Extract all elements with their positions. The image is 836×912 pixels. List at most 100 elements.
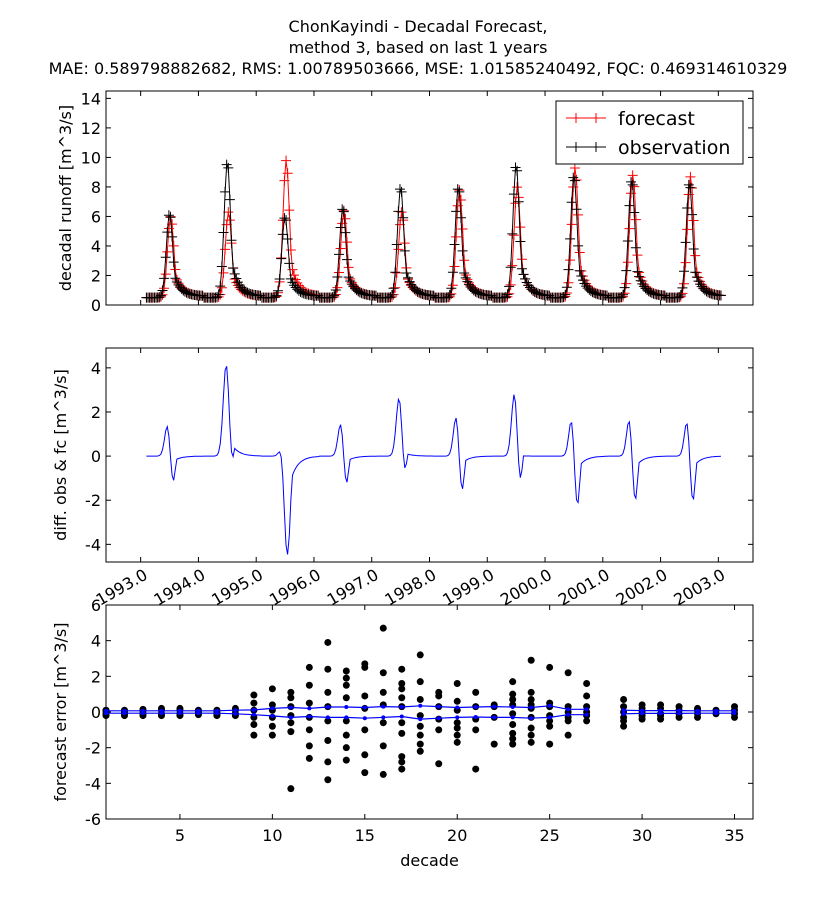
error-point [509, 735, 517, 743]
error-point [416, 731, 424, 739]
error-lower-band-marker [233, 711, 238, 716]
observation-series-marker [284, 258, 295, 269]
observation-series-marker [216, 261, 227, 272]
error-point [398, 729, 406, 737]
observation-series-marker [502, 289, 513, 300]
observation-series-marker [679, 266, 689, 277]
observation-series-marker [218, 227, 229, 238]
observation-series-marker [329, 290, 340, 301]
error-upper-band-marker [455, 705, 460, 710]
observation-series-marker [386, 289, 397, 300]
error-point [398, 758, 406, 766]
observation-series-marker [512, 165, 523, 176]
error-ytick-label: 0 [91, 703, 101, 722]
error-point [435, 760, 443, 768]
observation-series-marker [715, 290, 726, 301]
forecast-series-marker [452, 200, 463, 211]
error-point [361, 726, 369, 734]
observation-series-marker [229, 268, 240, 279]
error-point [583, 692, 591, 700]
forecast-series-marker [632, 250, 643, 261]
error-point [527, 738, 535, 746]
error-point [342, 694, 350, 702]
observation-series-marker [451, 206, 462, 217]
error-upper-band-marker [381, 704, 386, 709]
observation-series-marker [443, 292, 454, 303]
observation-series-marker [159, 273, 170, 284]
error-point [324, 688, 332, 696]
observation-series-marker [687, 209, 698, 220]
observation-series-marker [455, 212, 466, 223]
observation-series-marker [281, 215, 292, 226]
error-point [453, 719, 461, 727]
forecast-series-marker [391, 267, 402, 278]
error-xtick-label: 25 [539, 826, 559, 845]
error-point [416, 651, 424, 659]
forecast-series-marker [505, 279, 516, 290]
error-point [305, 699, 313, 707]
error-upper-band-marker [492, 704, 497, 709]
diff-xtick-label: 1996.0 [266, 565, 324, 609]
error-point [342, 744, 350, 752]
diff-axes [105, 347, 754, 563]
error-point [305, 681, 313, 689]
error-point [657, 715, 665, 723]
runoff-ytick-label: 10 [81, 148, 101, 167]
observation-series-marker [627, 179, 638, 190]
observation-series-marker [618, 289, 629, 300]
forecast-series-marker [162, 246, 173, 257]
observation-series-marker [343, 272, 354, 283]
error-point [324, 776, 332, 784]
observation-series-marker [560, 289, 571, 300]
error-upper-band-marker [418, 703, 423, 708]
forecast-series-marker [457, 223, 468, 234]
error-point [509, 740, 517, 748]
error-point [398, 719, 406, 727]
error-point [305, 754, 313, 762]
error-xtick-label: 10 [262, 826, 282, 845]
forecast-series-marker [343, 262, 354, 273]
error-lower-band-marker [177, 711, 182, 716]
error-point [398, 765, 406, 773]
error-xtick-label: 35 [724, 826, 744, 845]
observation-series-marker [390, 267, 401, 278]
observation-series-marker [332, 272, 343, 283]
error-point [305, 726, 313, 734]
observation-series-marker [621, 265, 632, 276]
error-point [527, 724, 535, 732]
legend-marker-forecast [571, 113, 601, 123]
diff-series-line [146, 366, 721, 555]
error-lower-band-marker [584, 712, 589, 717]
error-point [527, 688, 535, 696]
observation-series-marker [457, 245, 468, 256]
error-point [379, 742, 387, 750]
error-point [527, 656, 535, 664]
error-lower-band-marker [695, 711, 700, 716]
observation-series-marker [213, 289, 224, 300]
error-ytick-label: 4 [91, 632, 101, 651]
error-upper-band-marker [677, 708, 682, 713]
forecast-series-marker [682, 224, 693, 235]
observation-series-marker [337, 204, 348, 215]
forecast-series-marker [630, 214, 641, 225]
forecast-series-marker [507, 260, 518, 271]
error-upper-band-marker [621, 708, 626, 713]
error-point [509, 678, 517, 686]
observation-series-marker [282, 234, 293, 245]
observation-series-marker [558, 291, 569, 302]
observation-series-marker [675, 289, 686, 300]
diff-xtick-label: 1999.0 [439, 565, 497, 609]
observation-series-marker [226, 235, 237, 246]
error-ylabel: forecast error [m^3/s] [51, 623, 70, 802]
observation-series-marker [454, 186, 465, 197]
error-upper-band-marker [510, 705, 515, 710]
error-point [416, 722, 424, 730]
error-lower-band-marker [399, 714, 404, 719]
error-point [583, 679, 591, 687]
forecast-series-marker [159, 283, 170, 294]
observation-series-marker [162, 227, 173, 238]
observation-series-marker [393, 206, 404, 217]
runoff-ytick-label: 0 [91, 296, 101, 315]
forecast-series-marker [451, 231, 462, 242]
